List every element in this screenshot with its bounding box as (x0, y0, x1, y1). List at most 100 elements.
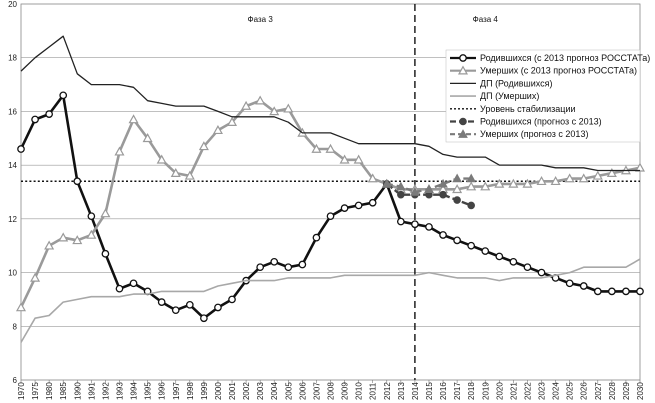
x-tick-label: 2028 (608, 382, 617, 400)
x-tick-label: 2026 (580, 382, 589, 400)
data-point (522, 178, 533, 188)
data-point (439, 190, 447, 199)
data-point (395, 181, 406, 191)
x-tick-label: 1992 (101, 382, 110, 400)
x-tick-label: 1970 (17, 382, 26, 400)
data-point (100, 208, 111, 218)
y-tick-label: 12 (8, 215, 17, 224)
data-point (255, 95, 266, 105)
x-tick-label: 1997 (172, 382, 181, 400)
x-tick-label: 2002 (242, 382, 251, 400)
data-point (171, 306, 180, 315)
data-point (397, 190, 405, 199)
data-point (115, 284, 124, 293)
x-tick-label: 1995 (144, 382, 153, 400)
x-axis: 1970 1975 1980 1985 1990 1991 1992 1993 1994 1995… (17, 380, 645, 400)
data-point (354, 201, 363, 210)
data-point (170, 167, 181, 177)
data-point (15, 302, 27, 312)
x-tick-label: 2018 (467, 382, 476, 400)
data-point (114, 146, 125, 156)
data-point (228, 295, 236, 304)
legend-label: ДП (Родившихся) (480, 78, 553, 88)
data-point (466, 181, 477, 191)
data-point (550, 176, 561, 186)
data-point (396, 217, 405, 226)
data-point (184, 170, 195, 180)
x-tick-label: 2021 (509, 382, 518, 400)
x-tick-label: 2003 (256, 382, 265, 400)
data-point (453, 196, 461, 204)
data-point (270, 257, 279, 266)
data-point (129, 279, 138, 288)
data-point (593, 287, 602, 296)
data-point (325, 143, 336, 153)
data-point (368, 198, 377, 207)
data-point (269, 106, 280, 116)
data-point (31, 115, 39, 124)
data-point (509, 257, 518, 266)
x-tick-label: 2010 (355, 382, 364, 400)
series-6 (381, 173, 477, 196)
legend-label: Родившихся (прогноз с 2013) (480, 117, 602, 127)
x-tick-label: 1996 (158, 382, 167, 400)
data-point (340, 204, 349, 212)
series-3 (20, 258, 641, 343)
data-point (156, 154, 167, 164)
data-point (256, 263, 265, 272)
x-tick-label: 2019 (481, 382, 490, 400)
x-tick-label: 2001 (228, 382, 237, 400)
data-point (312, 233, 321, 242)
data-point (198, 141, 209, 151)
data-point (353, 154, 364, 164)
data-point (86, 229, 97, 239)
y-tick-label: 6 (13, 376, 18, 385)
x-tick-label: 2005 (284, 382, 293, 400)
data-point (459, 117, 467, 126)
data-point (72, 235, 83, 245)
x-tick-label: 2004 (270, 382, 279, 400)
x-tick-label: 2023 (538, 382, 547, 400)
data-point (495, 252, 504, 261)
data-point (453, 236, 461, 245)
legend-label: Умерших (прогноз с 2013) (480, 129, 588, 139)
data-point (227, 116, 238, 126)
x-tick-label: 1991 (87, 382, 96, 400)
legend-item: ДП (Родившихся) (450, 78, 553, 88)
data-point (128, 114, 139, 124)
x-tick-label: 2024 (552, 382, 561, 400)
legend-item: Родившихся (с 2013 прогноз РОССТАТа) (450, 53, 650, 63)
data-point (592, 170, 603, 180)
y-tick-label: 8 (13, 322, 18, 331)
data-point (457, 65, 469, 75)
phase-label: Фаза 3 (248, 15, 274, 24)
data-point (30, 272, 41, 282)
data-point (381, 178, 392, 188)
phase-label: Фаза 4 (473, 15, 499, 24)
data-point (17, 145, 25, 153)
data-point (59, 91, 68, 100)
data-point (425, 223, 433, 231)
y-tick-label: 20 (8, 0, 17, 9)
x-tick-label: 2014 (411, 382, 420, 400)
x-tick-label: 2012 (383, 382, 392, 400)
legend-label: Уровень стабилизации (480, 104, 576, 114)
x-tick-label: 2008 (327, 382, 336, 400)
data-point (537, 268, 546, 277)
data-point (452, 184, 463, 194)
data-point (298, 260, 307, 269)
data-point (636, 287, 644, 296)
x-tick-label: 1994 (130, 382, 139, 400)
data-point (45, 110, 53, 118)
data-point (466, 173, 477, 183)
x-tick-label: 2017 (453, 382, 462, 400)
data-point (185, 300, 194, 309)
x-tick-label: 1975 (31, 382, 40, 400)
x-tick-label: 2022 (523, 382, 532, 400)
data-point (494, 178, 505, 188)
data-point (481, 247, 490, 255)
data-point (480, 181, 491, 191)
x-tick-label: 2013 (397, 382, 406, 400)
x-tick-label: 1990 (73, 382, 82, 400)
data-point (458, 129, 468, 138)
